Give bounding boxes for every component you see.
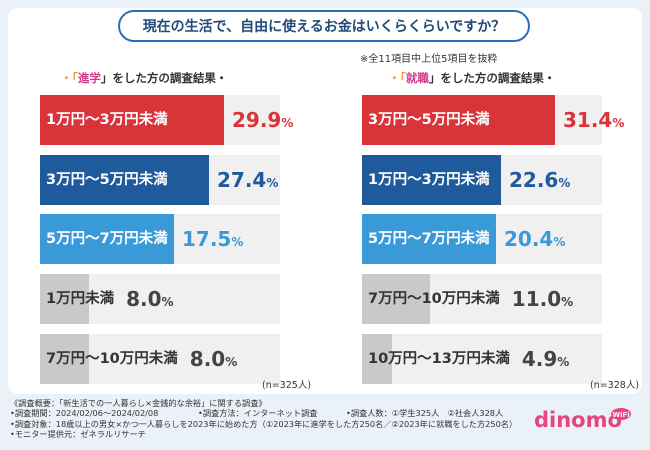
footer-period: •調査期間：2024/02/06〜2024/02/08 xyxy=(10,408,159,419)
value-number: 8.0 xyxy=(189,347,226,371)
survey-footer: 《調査概要：「新生活での一人暮らし×金銭的な余裕」に関する調査》 •調査期間：2… xyxy=(10,398,517,439)
value-unit: % xyxy=(558,176,571,190)
value-number: 29.9 xyxy=(232,108,282,132)
value-number: 22.6 xyxy=(509,168,559,192)
bar-label: 7万円〜10万円未満 xyxy=(46,351,178,367)
bar-label: 1万円〜3万円未満 xyxy=(46,112,168,128)
bar-value: 4.9% xyxy=(522,334,569,384)
right-panel-title: ・「就職」をした方の調査結果・ xyxy=(388,71,556,85)
value-number: 4.9 xyxy=(521,347,558,371)
bar xyxy=(362,95,555,145)
bar xyxy=(40,334,89,384)
left-panel-title: ・「進学」をした方の調査結果・ xyxy=(60,71,228,85)
logo-badge-icon xyxy=(611,408,631,420)
bar xyxy=(40,214,174,264)
value-number: 31.4 xyxy=(563,108,613,132)
bar-label: 10万円〜13万円未満 xyxy=(368,351,510,367)
footer-method: •調査方法：インターネット調査 xyxy=(198,408,318,419)
note: ※全11項目中上位5項目を抜粋 xyxy=(360,54,498,65)
bar-label: 3万円〜5万円未満 xyxy=(368,112,490,128)
footer-count: •調査人数：①学生325人 ②社会人328人 xyxy=(346,408,504,419)
value-unit: % xyxy=(231,235,244,249)
bar-track xyxy=(362,334,602,384)
bar xyxy=(362,155,501,205)
logo-badge-text: WiFi xyxy=(612,411,629,419)
chart-title: 現在の生活で、自由に使えるお金はいくらくらいですか？ xyxy=(142,19,506,35)
bar-value: 22.6% xyxy=(509,155,570,205)
bar-label: 1万円未満 xyxy=(46,291,115,307)
bar-label: 7万円〜10万円未満 xyxy=(368,291,500,307)
bar-value: 29.9% xyxy=(232,95,293,145)
logo-wordmark: dinomo xyxy=(534,408,622,432)
title-banner: 現在の生活で、自由に使えるお金はいくらくらいですか？ xyxy=(118,10,530,42)
value-unit: % xyxy=(557,355,570,369)
value-unit: % xyxy=(161,295,174,309)
value-unit: % xyxy=(561,295,574,309)
value-unit: % xyxy=(225,355,238,369)
bar-label: 5万円〜7万円未満 xyxy=(368,231,490,247)
bar xyxy=(40,274,89,324)
bar-value: 20.4% xyxy=(504,214,565,264)
value-unit: % xyxy=(553,235,566,249)
left-panel-highlight: 進学 xyxy=(77,71,101,85)
footer-heading: 《調査概要：「新生活での一人暮らし×金銭的な余裕」に関する調査》 xyxy=(10,398,267,408)
bar-value: 27.4% xyxy=(217,155,278,205)
bar xyxy=(362,334,392,384)
bar-value: 8.0% xyxy=(190,334,237,384)
value-number: 11.0 xyxy=(511,287,562,311)
value-number: 17.5 xyxy=(182,227,232,251)
bar-label: 1万円〜3万円未満 xyxy=(368,172,490,188)
bar xyxy=(40,155,209,205)
bar-value: 17.5% xyxy=(182,214,243,264)
bar-label: 3万円〜5万円未満 xyxy=(46,172,168,188)
bar-value: 11.0% xyxy=(512,274,573,324)
value-unit: % xyxy=(266,176,279,190)
bar xyxy=(362,274,430,324)
value-number: 8.0 xyxy=(126,287,162,311)
right-sample-size: (n=328人) xyxy=(590,380,640,391)
bar xyxy=(40,95,224,145)
right-panel-highlight: 就職 xyxy=(405,71,429,85)
value-number: 20.4 xyxy=(504,227,554,251)
bar-value: 8.0% xyxy=(126,274,173,324)
bar-value: 31.4% xyxy=(563,95,624,145)
footer-target: •調査対象：18歳以上の男女×かつ一人暮らしを2023年に始めた方（①2023年… xyxy=(10,418,518,429)
value-number: 27.4 xyxy=(217,168,267,192)
bar xyxy=(362,214,496,264)
value-unit: % xyxy=(281,116,294,130)
left-sample-size: (n=325人) xyxy=(262,380,312,391)
dinomo-logo: dinomo WiFi xyxy=(534,408,631,432)
bar-label: 5万円〜7万円未満 xyxy=(46,231,168,247)
value-unit: % xyxy=(612,116,625,130)
footer-provider: •モニター提供元：ゼネラルリサーチ xyxy=(10,428,146,439)
